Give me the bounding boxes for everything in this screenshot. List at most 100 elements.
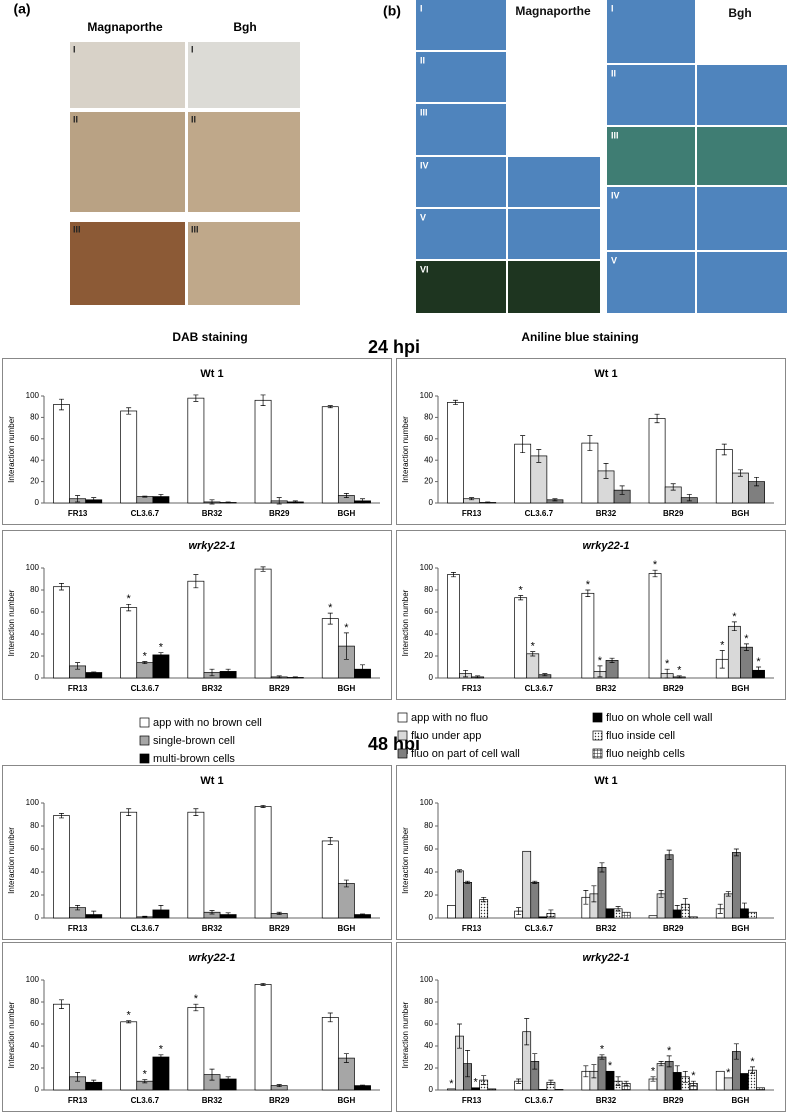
significance-mark: * xyxy=(127,1010,132,1022)
error-bar xyxy=(741,902,747,915)
error-bar xyxy=(91,910,97,919)
y-tick-label: 80 xyxy=(30,997,39,1006)
significance-mark: * xyxy=(667,1045,672,1057)
error-bar xyxy=(225,912,231,917)
chart-frame xyxy=(396,765,786,940)
x-tick-label: CL3.6.7 xyxy=(131,1096,160,1105)
error-bar xyxy=(754,476,760,487)
error-bar xyxy=(91,671,97,674)
bar xyxy=(187,397,205,504)
bar xyxy=(447,574,460,679)
bar xyxy=(254,984,272,1091)
significance-mark: * xyxy=(159,1044,164,1056)
error-bar xyxy=(327,1012,333,1023)
error-bar xyxy=(591,885,597,903)
y-tick-label: 80 xyxy=(30,821,39,830)
column-label: Bgh xyxy=(728,6,751,20)
significance-mark: * xyxy=(519,584,524,596)
x-tick-label: BR29 xyxy=(269,684,290,693)
x-tick-label: BR32 xyxy=(202,684,223,693)
legend-swatch xyxy=(397,712,408,723)
x-tick-label: FR13 xyxy=(462,1096,482,1105)
error-bar xyxy=(58,583,64,591)
error-bar xyxy=(652,569,658,578)
error-bar xyxy=(536,449,542,463)
time-label: 24 hpi xyxy=(368,337,420,357)
y-tick-label: 40 xyxy=(424,1041,433,1050)
micrograph xyxy=(416,157,506,207)
chart-title: Wt 1 xyxy=(594,368,617,380)
bar xyxy=(447,904,456,919)
bar xyxy=(321,840,339,919)
error-bar xyxy=(260,982,266,986)
x-tick-label: CL3.6.7 xyxy=(525,509,554,518)
bar xyxy=(254,806,272,919)
error-bar xyxy=(463,669,469,678)
error-bar xyxy=(733,848,739,857)
bar xyxy=(731,852,741,919)
y-tick-label: 100 xyxy=(420,391,434,400)
error-bar xyxy=(548,909,554,918)
error-bar xyxy=(465,1050,471,1078)
micrograph xyxy=(607,65,695,125)
error-bar xyxy=(619,485,625,495)
error-bar xyxy=(260,804,266,808)
error-bar xyxy=(682,1070,688,1083)
y-tick-label: 100 xyxy=(420,975,434,984)
error-bar xyxy=(327,405,333,409)
x-tick-label: CL3.6.7 xyxy=(525,1096,554,1105)
error-bar xyxy=(158,652,164,658)
legend-swatch xyxy=(397,730,408,741)
panel-label: (b) xyxy=(383,3,401,19)
row-label: II xyxy=(611,68,616,78)
y-tick-label: 80 xyxy=(424,997,433,1006)
legend-swatch xyxy=(592,730,603,741)
significance-mark: * xyxy=(720,639,725,651)
bar xyxy=(581,442,599,504)
error-bar xyxy=(225,501,231,504)
x-tick-label: FR13 xyxy=(68,924,88,933)
error-bar xyxy=(731,621,737,632)
error-bar xyxy=(142,661,148,665)
bar xyxy=(723,1077,733,1091)
significance-mark: * xyxy=(600,1044,605,1056)
significance-mark: * xyxy=(586,579,591,591)
significance-mark: * xyxy=(328,602,333,614)
error-bar xyxy=(666,849,672,860)
y-tick-label: 100 xyxy=(26,563,40,572)
error-bar xyxy=(532,880,538,884)
error-bar xyxy=(209,668,215,677)
column-label: Magnaporthe xyxy=(87,20,163,34)
x-tick-label: BR32 xyxy=(596,684,617,693)
significance-mark: * xyxy=(756,656,761,668)
y-axis-label: Interaction number xyxy=(7,827,16,894)
error-bar xyxy=(609,657,615,663)
bar xyxy=(605,1070,615,1091)
significance-mark: * xyxy=(750,1056,755,1068)
error-bar xyxy=(587,435,593,451)
error-bar xyxy=(126,808,132,816)
caption: Aniline blue staining xyxy=(521,330,638,344)
y-tick-label: 0 xyxy=(429,913,434,922)
bar xyxy=(656,1063,666,1091)
error-bar xyxy=(225,668,231,674)
y-tick-label: 0 xyxy=(35,913,40,922)
bar xyxy=(120,811,138,919)
y-tick-label: 60 xyxy=(30,607,39,616)
error-bar xyxy=(654,413,660,424)
bar xyxy=(120,410,138,504)
error-bar xyxy=(58,813,64,819)
micrograph xyxy=(697,65,787,125)
legend-label: single-brown cell xyxy=(153,735,235,747)
bar xyxy=(530,881,540,919)
x-tick-label: FR13 xyxy=(68,684,88,693)
error-bar xyxy=(327,612,333,625)
micrograph xyxy=(697,127,787,185)
row-label: II xyxy=(420,55,425,65)
y-tick-label: 100 xyxy=(26,975,40,984)
error-bar xyxy=(158,494,164,500)
error-bar xyxy=(676,675,682,679)
error-bar xyxy=(749,1066,755,1074)
legend-label: fluo neighb cells xyxy=(606,748,685,760)
legend-label: fluo on part of cell wall xyxy=(411,748,520,760)
